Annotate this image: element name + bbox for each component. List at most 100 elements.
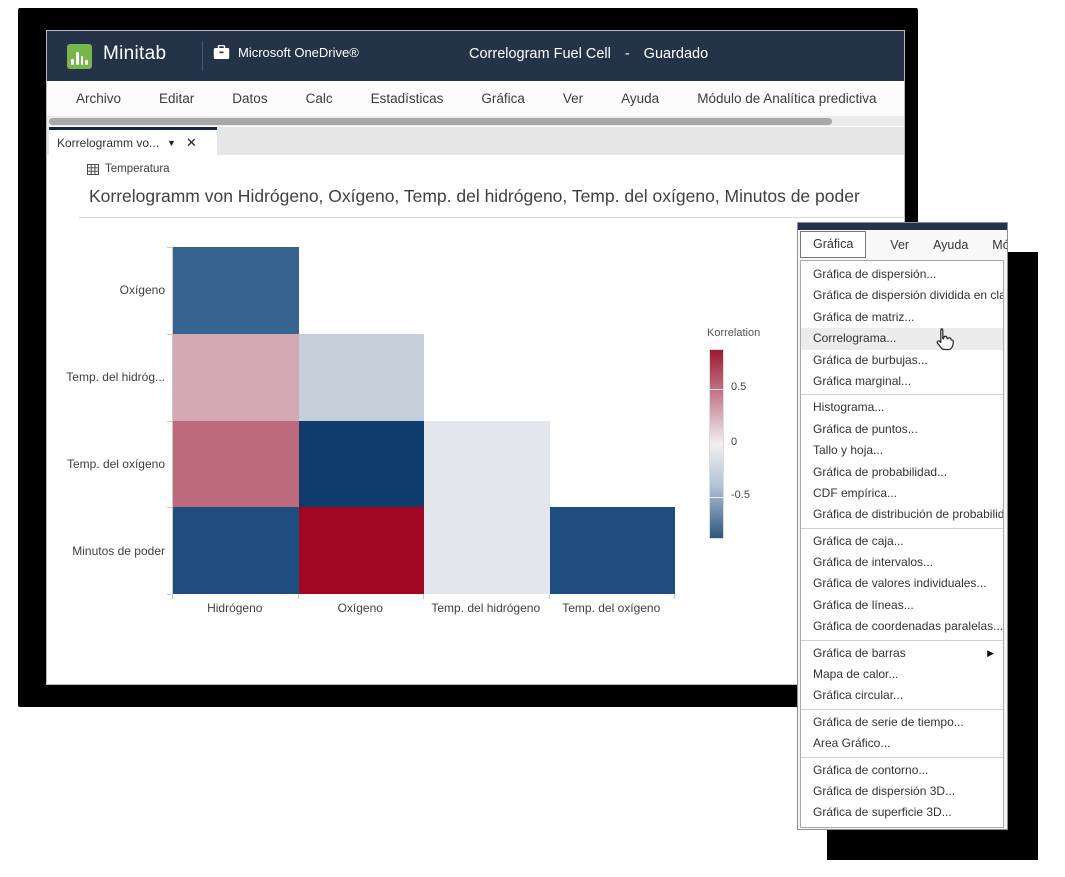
chart-title: Korrelogramm von Hidrógeno, Oxígeno, Tem… (89, 186, 860, 206)
x-axis-tick (674, 594, 675, 599)
menu-archivo[interactable]: Archivo (76, 91, 122, 106)
menu-item-gr-fica-de-intervalos[interactable]: Gráfica de intervalos... (813, 555, 934, 570)
x-axis-tick (548, 594, 550, 599)
menu-item-correlograma[interactable]: Correlograma... (801, 328, 1003, 350)
title-separator: - (624, 46, 630, 62)
worksheet-ref[interactable]: Temperatura (87, 163, 170, 175)
heatmap-cell-ox-geno-hidr-geno[interactable] (173, 247, 299, 334)
legend-title: Korrelation (707, 327, 761, 339)
x-axis-tick (423, 594, 424, 599)
menu-item-mapa-de-calor[interactable]: Mapa de calor... (813, 667, 899, 682)
legend-tick-label-0-5: 0.5 (731, 380, 747, 393)
heatmap-cell-temp-del-ox-geno-temp-del-hidr-geno[interactable] (424, 420, 550, 508)
heatmap-cell-temp-del-ox-geno-hidr-geno[interactable] (173, 420, 299, 508)
menu-ayuda[interactable]: Ayuda (621, 91, 660, 106)
y-axis-label-ox-geno: Oxígeno (119, 283, 165, 298)
x-axis-label-temp-del-ox-geno: Temp. del oxígeno (562, 601, 661, 615)
menu-item-area-gr-fico[interactable]: Area Gráfico... (813, 736, 891, 751)
hand-cursor-icon (936, 328, 954, 351)
horizontal-scrollbar[interactable] (47, 117, 904, 126)
menu-item-gr-fica-de-probabilidad[interactable]: Gráfica de probabilidad... (813, 464, 948, 479)
y-axis-tick (167, 507, 172, 509)
heatmap-cell-minutos-de-poder-temp-del-ox-geno[interactable] (549, 507, 675, 594)
minitab-logo-icon (67, 44, 92, 69)
heatmap-cell-minutos-de-poder-temp-del-hidr-geno[interactable] (424, 507, 550, 594)
menu-separator (801, 756, 1003, 758)
scrollbar-thumb[interactable] (49, 118, 832, 125)
tab-caret-icon[interactable]: ▼ (167, 137, 176, 148)
document-title-group: Correlogram Fuel Cell - Guardado (469, 46, 708, 62)
menu-item-gr-fica-de-matriz[interactable]: Gráfica de matriz... (813, 309, 915, 324)
menu-separator (801, 708, 1003, 710)
heatmap-cell-temp-del-hidr-g-hidr-geno[interactable] (173, 333, 299, 421)
grafica-dropdown-menu: Gráfica de dispersión... Gráfica de dispe… (800, 260, 1004, 828)
menu-separator (801, 639, 1003, 641)
legend-tick-label-0-5: -0.5 (731, 489, 750, 502)
menu-item-gr-fica-de-dispersi-n-dividida-en-clases[interactable]: Gráfica de dispersión dividida en clases… (813, 288, 1003, 303)
menu-separator (801, 394, 1003, 396)
app-header: Minitab Microsoft OneDrive® Correlogram … (47, 31, 904, 81)
submenu-arrow-icon: ▶ (987, 647, 994, 658)
heatmap-cell-minutos-de-poder-ox-geno[interactable] (298, 507, 424, 594)
popup-menu-ayuda[interactable]: Ayuda (933, 237, 969, 252)
x-axis-label-ox-geno: Oxígeno (337, 601, 383, 615)
x-axis-label-hidr-geno: Hidrógeno (207, 601, 263, 615)
tab-bar: Korrelogramm vo... ▼ ✕ (47, 127, 904, 155)
menu-m-dulo-de-anal-tica-predictiva[interactable]: Módulo de Analítica predictiva (697, 91, 877, 106)
minitab-window: Minitab Microsoft OneDrive® Correlogram … (46, 30, 905, 685)
y-axis-label-temp-del-ox-geno: Temp. del oxígeno (66, 456, 165, 471)
menu-item-tallo-y-hoja[interactable]: Tallo y hoja... (813, 443, 884, 458)
menu-item-cdf-emp-rica[interactable]: CDF empírica... (813, 485, 898, 500)
tab-close-icon[interactable]: ✕ (185, 134, 197, 150)
y-axis-label-minutos-de-poder: Minutos de poder (72, 543, 165, 558)
menu-item-gr-fica-de-puntos[interactable]: Gráfica de puntos... (813, 421, 918, 436)
menu-item-gr-fica-de-barras[interactable]: Gráfica de barras ▶ (801, 643, 1003, 664)
menu-ver[interactable]: Ver (562, 91, 584, 106)
heatmap-cell-temp-del-ox-geno-ox-geno[interactable] (298, 420, 424, 508)
menu-gr-fica[interactable]: Gráfica (481, 91, 525, 106)
menu-item-gr-fica-de-l-neas[interactable]: Gráfica de líneas... (813, 597, 914, 612)
briefcase-icon (213, 45, 230, 59)
legend-colorbar (709, 349, 724, 539)
menu-item-gr-fica-de-caja[interactable]: Gráfica de caja... (813, 533, 904, 548)
menu-separator (801, 527, 1003, 529)
heatmap-cell-minutos-de-poder-hidr-geno[interactable] (173, 507, 299, 594)
popup-menu-m-d[interactable]: Mód (992, 237, 1007, 252)
app-name: Minitab (103, 43, 167, 64)
menu-item-gr-fica-de-coordenadas-paralelas[interactable]: Gráfica de coordenadas paralelas... (813, 619, 1003, 634)
menu-item-gr-fica-marginal[interactable]: Gráfica marginal... (813, 373, 912, 388)
menu-popup-panel: Gráfica Ver Ayuda Mód Gráfica de dispersión… (797, 222, 1008, 830)
save-status: Guardado (643, 46, 709, 62)
popup-menu-gr-fica[interactable]: Gráfica (800, 231, 867, 258)
y-axis-tick (167, 333, 172, 335)
menu-item-gr-fica-de-distribuci-n-de-probabilidad[interactable]: Gráfica de distribución de probabilidad.… (813, 507, 1003, 522)
worksheet-grid-icon (87, 163, 99, 175)
onedrive-status: Microsoft OneDrive® (213, 45, 359, 60)
tab-korrelogramm[interactable]: Korrelogramm vo... ▼ ✕ (49, 127, 217, 155)
legend-tick-label-0: 0 (731, 436, 738, 448)
header-divider (202, 41, 203, 71)
x-axis-label-temp-del-hidr-geno: Temp. del hidrógeno (431, 601, 541, 615)
popup-menu-bar: Gráfica Ver Ayuda Mód (798, 230, 1007, 259)
menu-item-gr-fica-circular[interactable]: Gráfica circular... (813, 688, 904, 703)
menu-item-gr-fica-de-contorno[interactable]: Gráfica de contorno... (813, 762, 929, 777)
menu-item-gr-fica-de-valores-individuales[interactable]: Gráfica de valores individuales... (813, 576, 987, 591)
menu-item-gr-fica-de-serie-de-tiempo[interactable]: Gráfica de serie de tiempo... (813, 714, 964, 729)
y-axis-tick (167, 420, 172, 422)
menu-item-gr-fica-de-dispersi-n[interactable]: Gráfica de dispersión... (813, 267, 937, 281)
menu-datos[interactable]: Datos (232, 91, 268, 106)
menu-calc[interactable]: Calc (305, 91, 333, 106)
menu-item-gr-fica-de-burbujas[interactable]: Gráfica de burbujas... (813, 352, 928, 367)
y-axis-tick (167, 594, 172, 595)
popup-titlebar-strip (798, 223, 1007, 230)
menu-item-histograma[interactable]: Histograma... (813, 400, 885, 415)
menu-editar[interactable]: Editar (159, 91, 195, 106)
legend-tick-line (710, 388, 723, 390)
menu-estad-sticas[interactable]: Estadísticas (370, 91, 444, 106)
main-menu-bar: Archivo Editar Datos Calc Estadísticas Gráfic… (47, 81, 904, 117)
menu-item-gr-fica-de-superficie-3d[interactable]: Gráfica de superficie 3D... (813, 805, 952, 820)
popup-menu-ver[interactable]: Ver (890, 237, 910, 252)
heatmap-cell-temp-del-hidr-g-ox-geno[interactable] (298, 333, 424, 421)
menu-item-gr-fica-de-dispersi-n-3d[interactable]: Gráfica de dispersión 3D... (813, 783, 956, 798)
